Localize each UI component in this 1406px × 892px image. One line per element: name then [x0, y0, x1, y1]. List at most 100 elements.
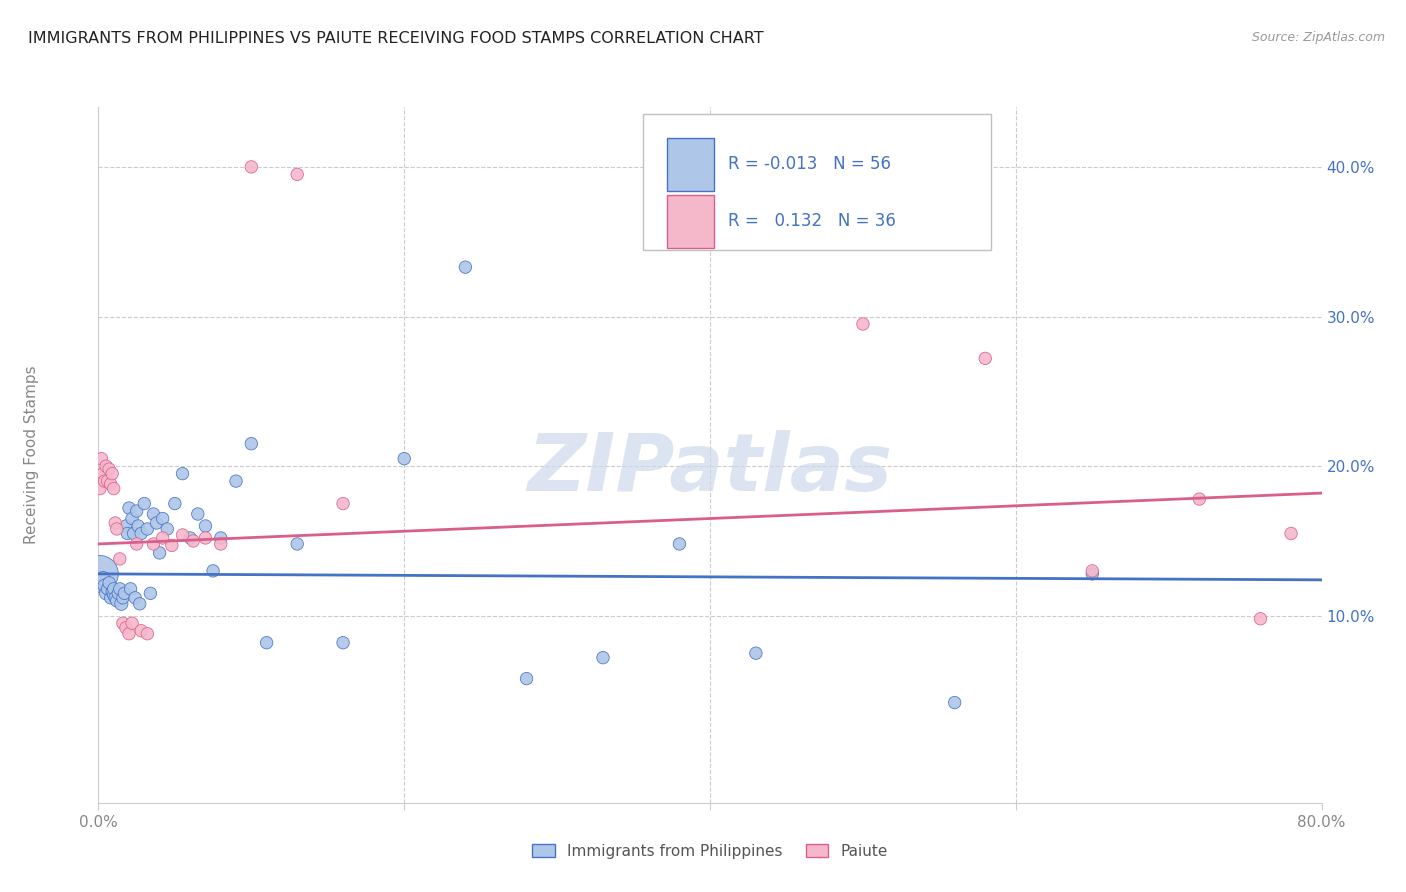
Point [139, 586, 162, 600]
Point [332, 497, 354, 511]
Point [1081, 564, 1104, 578]
Point [98, 462, 121, 476]
Point [136, 626, 159, 640]
Text: R = -0.013   N = 56: R = -0.013 N = 56 [728, 155, 891, 173]
Point [101, 584, 124, 599]
Point [101, 467, 124, 481]
Point [943, 696, 966, 710]
Point [91, 571, 114, 585]
Point [392, 451, 416, 466]
Point [108, 582, 131, 596]
Point [115, 519, 138, 533]
Point [94, 459, 117, 474]
Point [1249, 612, 1271, 626]
Point [152, 531, 174, 545]
Point [111, 591, 134, 605]
Point [163, 497, 186, 511]
Point [97, 474, 120, 488]
Point [104, 591, 127, 605]
Point [668, 537, 690, 551]
Point [121, 616, 143, 631]
FancyBboxPatch shape [668, 195, 714, 248]
Point [118, 626, 141, 640]
Point [134, 497, 156, 511]
Point [285, 167, 308, 181]
Point [149, 546, 172, 560]
Point [117, 526, 139, 541]
Point [172, 528, 194, 542]
Point [240, 160, 263, 174]
Point [145, 516, 167, 530]
Point [111, 616, 134, 631]
Point [160, 538, 183, 552]
Point [105, 594, 128, 608]
Text: Source: ZipAtlas.com: Source: ZipAtlas.com [1251, 31, 1385, 45]
Point [202, 564, 225, 578]
Point [209, 537, 232, 551]
Text: IMMIGRANTS FROM PHILIPPINES VS PAIUTE RECEIVING FOOD STAMPS CORRELATION CHART: IMMIGRANTS FROM PHILIPPINES VS PAIUTE RE… [28, 31, 763, 46]
Point [112, 586, 135, 600]
Point [285, 537, 308, 551]
Point [125, 504, 148, 518]
Point [179, 531, 201, 545]
Point [1081, 566, 1104, 581]
Point [592, 650, 614, 665]
Point [93, 474, 115, 488]
Point [152, 511, 174, 525]
Point [194, 519, 217, 533]
Point [110, 597, 132, 611]
Point [115, 621, 138, 635]
Point [91, 467, 114, 481]
Point [181, 533, 204, 548]
Point [256, 636, 278, 650]
Point [156, 522, 179, 536]
Point [974, 351, 997, 366]
Point [209, 531, 232, 545]
Point [124, 591, 146, 605]
Text: R =   0.132   N = 36: R = 0.132 N = 36 [728, 212, 896, 230]
Point [103, 482, 125, 496]
Point [121, 511, 143, 525]
Point [120, 582, 142, 596]
Point [129, 624, 152, 638]
Point [129, 526, 152, 541]
Point [128, 597, 150, 611]
Point [103, 582, 125, 596]
Point [454, 260, 477, 274]
Point [194, 531, 217, 545]
Point [104, 516, 127, 530]
Point [105, 522, 128, 536]
Point [97, 582, 120, 596]
Text: Receiving Food Stamps: Receiving Food Stamps [24, 366, 38, 544]
Point [118, 501, 141, 516]
FancyBboxPatch shape [668, 138, 714, 191]
Legend: Immigrants from Philippines, Paiute: Immigrants from Philippines, Paiute [526, 838, 894, 864]
Point [100, 591, 122, 605]
Point [94, 586, 117, 600]
Point [240, 436, 263, 450]
FancyBboxPatch shape [643, 114, 991, 250]
Point [107, 586, 129, 600]
Point [93, 579, 115, 593]
Point [100, 477, 122, 491]
Point [142, 507, 165, 521]
Point [125, 537, 148, 551]
Point [136, 522, 159, 536]
Point [172, 467, 194, 481]
Point [1279, 526, 1302, 541]
Point [745, 646, 768, 660]
Point [103, 588, 125, 602]
Point [1188, 491, 1211, 506]
Point [852, 317, 875, 331]
Point [516, 672, 538, 686]
Point [142, 537, 165, 551]
Point [89, 482, 111, 496]
Point [98, 575, 121, 590]
Point [332, 636, 354, 650]
Point [122, 526, 145, 541]
Point [90, 451, 112, 466]
Point [127, 519, 149, 533]
Point [89, 566, 111, 581]
Point [187, 507, 209, 521]
Point [225, 474, 247, 488]
